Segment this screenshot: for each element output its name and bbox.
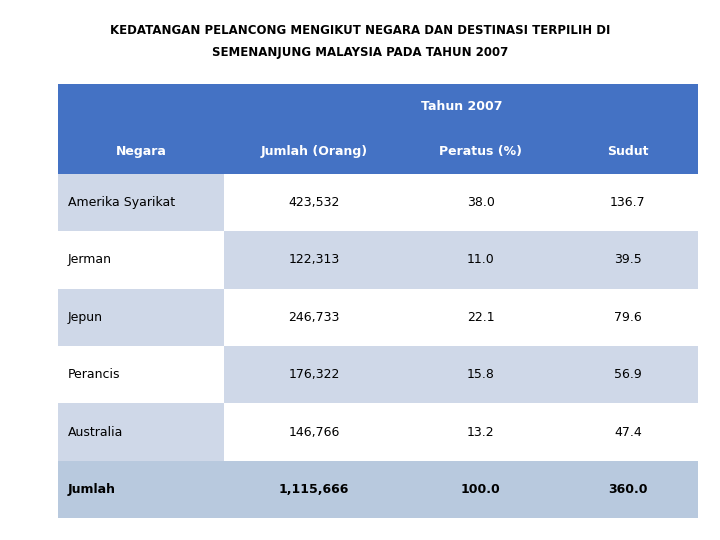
Text: 47.4: 47.4	[614, 426, 642, 438]
Text: 122,313: 122,313	[288, 253, 340, 266]
Text: 1,115,666: 1,115,666	[279, 483, 349, 496]
Text: Jerman: Jerman	[68, 253, 112, 266]
Text: Peratus (%): Peratus (%)	[439, 145, 522, 158]
Text: KEDATANGAN PELANCONG MENGIKUT NEGARA DAN DESTINASI TERPILIH DI: KEDATANGAN PELANCONG MENGIKUT NEGARA DAN…	[110, 24, 610, 37]
Text: Perancis: Perancis	[68, 368, 120, 381]
Text: 13.2: 13.2	[467, 426, 495, 438]
Text: 38.0: 38.0	[467, 196, 495, 209]
Text: Negara: Negara	[115, 145, 166, 158]
Text: SEMENANJUNG MALAYSIA PADA TAHUN 2007: SEMENANJUNG MALAYSIA PADA TAHUN 2007	[212, 46, 508, 59]
Text: 136.7: 136.7	[610, 196, 646, 209]
Text: 146,766: 146,766	[288, 426, 340, 438]
Text: 79.6: 79.6	[614, 311, 642, 324]
Text: 423,532: 423,532	[288, 196, 340, 209]
Text: Jumlah (Orang): Jumlah (Orang)	[261, 145, 367, 158]
Text: 11.0: 11.0	[467, 253, 495, 266]
Text: 22.1: 22.1	[467, 311, 495, 324]
Text: 39.5: 39.5	[614, 253, 642, 266]
Text: Amerika Syarikat: Amerika Syarikat	[68, 196, 175, 209]
Text: 56.9: 56.9	[614, 368, 642, 381]
Text: Sudut: Sudut	[607, 145, 649, 158]
Text: 100.0: 100.0	[461, 483, 500, 496]
Text: 176,322: 176,322	[288, 368, 340, 381]
Text: 15.8: 15.8	[467, 368, 495, 381]
Text: Jumlah: Jumlah	[68, 483, 116, 496]
Text: 360.0: 360.0	[608, 483, 648, 496]
Text: 246,733: 246,733	[288, 311, 340, 324]
Text: Jepun: Jepun	[68, 311, 102, 324]
Text: Tahun 2007: Tahun 2007	[420, 100, 502, 113]
Text: Australia: Australia	[68, 426, 123, 438]
